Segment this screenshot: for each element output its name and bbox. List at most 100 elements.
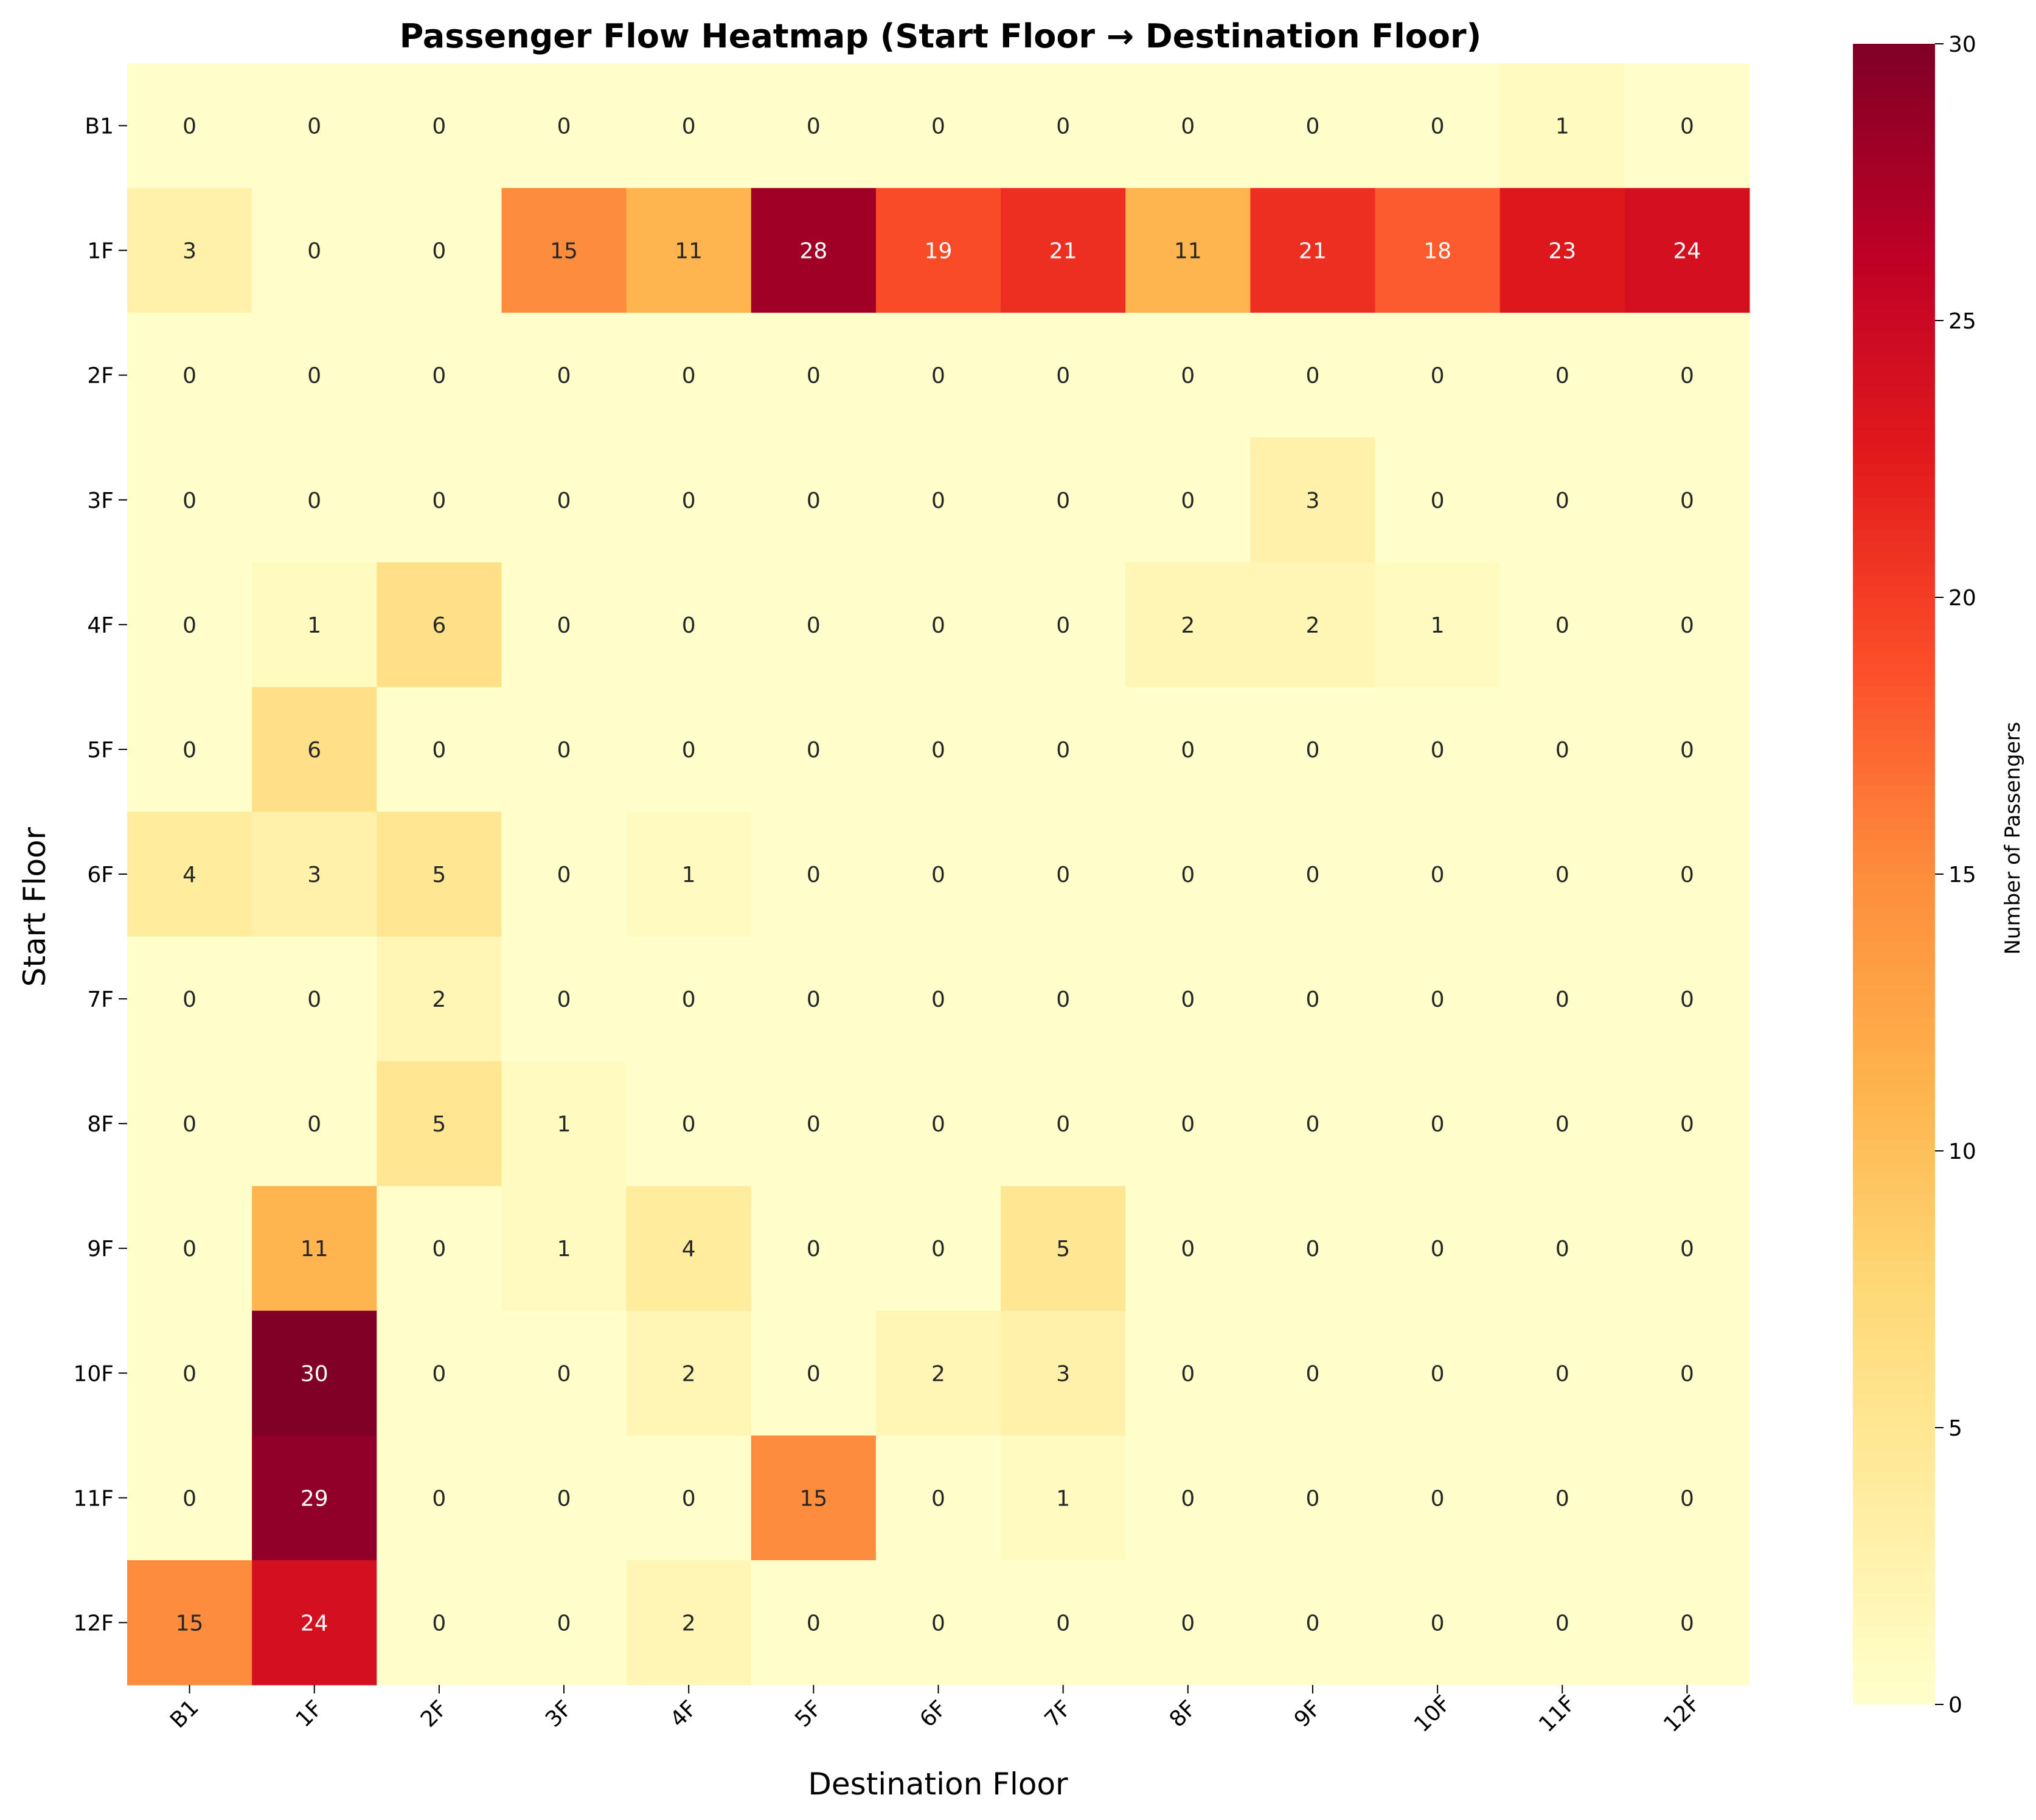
- cell-value-label: 0: [1431, 1361, 1445, 1386]
- colorbar-tick-label: 5: [1948, 1416, 1962, 1441]
- heatmap-cell: [252, 63, 377, 189]
- heatmap-cell: [626, 811, 752, 937]
- heatmap-cell: [501, 1560, 627, 1686]
- heatmap-cell: [1001, 1310, 1126, 1436]
- cell-value-label: 0: [682, 364, 696, 389]
- colorbar-segment: [1853, 1294, 1935, 1307]
- colorbar-segment: [1853, 1405, 1935, 1417]
- heatmap-cell: [501, 687, 627, 812]
- heatmap-cell: [252, 562, 377, 687]
- heatmap-cell: [1250, 1435, 1376, 1561]
- colorbar-segment: [1853, 985, 1935, 996]
- cell-value-label: 5: [432, 863, 446, 887]
- heatmap-cell: [1499, 313, 1625, 438]
- cell-value-label: 0: [1680, 364, 1694, 389]
- heatmap-cell: [875, 1061, 1001, 1187]
- x-tick-label: 2F: [416, 1696, 453, 1732]
- cell-value-label: 0: [807, 488, 821, 513]
- cell-value-label: 11: [675, 239, 703, 264]
- colorbar-segment: [1853, 1361, 1935, 1373]
- cell-value-label: 0: [182, 488, 196, 513]
- heatmap-cell: [1125, 188, 1251, 313]
- cell-value-label: 15: [799, 1486, 827, 1511]
- colorbar-segment: [1853, 309, 1935, 321]
- cell-value-label: 0: [1056, 613, 1070, 638]
- cell-value-label: 0: [432, 488, 446, 513]
- heatmap-cell: [751, 1061, 877, 1187]
- heatmap-cell: [252, 188, 377, 313]
- heatmap-cell: [1375, 188, 1501, 313]
- colorbar-segment: [1853, 453, 1935, 465]
- cell-value-label: 0: [182, 1486, 196, 1511]
- heatmap-cell: [751, 63, 877, 189]
- heatmap-cell: [1624, 63, 1750, 189]
- colorbar-segment: [1853, 1228, 1935, 1240]
- colorbar-segment: [1853, 630, 1935, 642]
- heatmap-cell: [252, 1061, 377, 1187]
- heatmap-cell: [127, 936, 252, 1062]
- heatmap-cell: [1624, 687, 1750, 812]
- cell-value-label: 0: [182, 364, 196, 389]
- cell-value-label: 0: [1056, 114, 1070, 139]
- heatmap-cell: [252, 313, 377, 438]
- heatmap-cell: [377, 1560, 502, 1686]
- colorbar-segment: [1853, 1139, 1935, 1151]
- colorbar-segment: [1853, 1350, 1935, 1362]
- heatmap-cell: [1125, 63, 1251, 189]
- heatmap-cell: [1624, 313, 1750, 438]
- heatmap-cell: [751, 1560, 877, 1686]
- colorbar-segment: [1853, 143, 1935, 155]
- cell-value-label: 29: [301, 1486, 328, 1511]
- colorbar-segment: [1853, 442, 1935, 454]
- colorbar-segment: [1853, 719, 1935, 731]
- cell-value-label: 21: [1049, 239, 1077, 264]
- cell-value-label: 0: [682, 613, 696, 638]
- heatmap-cell: [1250, 936, 1376, 1062]
- cell-value-label: 0: [1555, 987, 1569, 1012]
- cell-value-label: 0: [807, 1237, 821, 1262]
- y-tick-label: 9F: [87, 1237, 114, 1262]
- heatmap-cell: [751, 1435, 877, 1561]
- cell-value-label: 0: [1680, 738, 1694, 763]
- heatmap-cell: [1001, 1061, 1126, 1187]
- colorbar-segment: [1853, 785, 1935, 797]
- heatmap-cell: [252, 811, 377, 937]
- colorbar-segment: [1853, 553, 1935, 564]
- colorbar-segment: [1853, 852, 1935, 864]
- colorbar-segment: [1853, 1339, 1935, 1351]
- colorbar-segment: [1853, 487, 1935, 498]
- heatmap-cell: [875, 811, 1001, 937]
- heatmap-cell: [1375, 936, 1501, 1062]
- heatmap-cell: [1125, 437, 1251, 563]
- colorbar-segment: [1853, 464, 1935, 476]
- heatmap-cell: [501, 313, 627, 438]
- y-tick-label: 1F: [87, 239, 114, 264]
- colorbar-segment: [1853, 1594, 1935, 1605]
- colorbar-segment: [1853, 530, 1935, 543]
- colorbar-segment: [1853, 519, 1935, 532]
- cell-value-label: 0: [1680, 613, 1694, 638]
- heatmap-cell: [1375, 1310, 1501, 1436]
- colorbar-tick-label: 15: [1948, 863, 1976, 887]
- heatmap-cell: [377, 562, 502, 687]
- colorbar-segment: [1853, 1383, 1935, 1395]
- cell-value-label: 0: [182, 114, 196, 139]
- colorbar-segment: [1853, 121, 1935, 133]
- heatmap-cell: [1375, 437, 1501, 563]
- heatmap-cell: [377, 63, 502, 189]
- heatmap-cell: [1375, 1186, 1501, 1311]
- cell-value-label: 0: [1431, 1237, 1445, 1262]
- colorbar-segment: [1853, 387, 1935, 398]
- heatmap-cell: [127, 1061, 252, 1187]
- cell-value-label: 1: [682, 863, 696, 887]
- colorbar-segment: [1853, 1616, 1935, 1628]
- y-tick-label: 6F: [87, 863, 114, 887]
- heatmap-cell: [1250, 1310, 1376, 1436]
- heatmap-cell: [751, 936, 877, 1062]
- heatmap-cell: [127, 437, 252, 563]
- cell-value-label: 0: [931, 613, 945, 638]
- colorbar-segment: [1853, 1428, 1935, 1439]
- heatmap-cell: [1499, 1435, 1625, 1561]
- cell-value-label: 2: [1306, 613, 1320, 638]
- colorbar-segment: [1853, 1073, 1935, 1085]
